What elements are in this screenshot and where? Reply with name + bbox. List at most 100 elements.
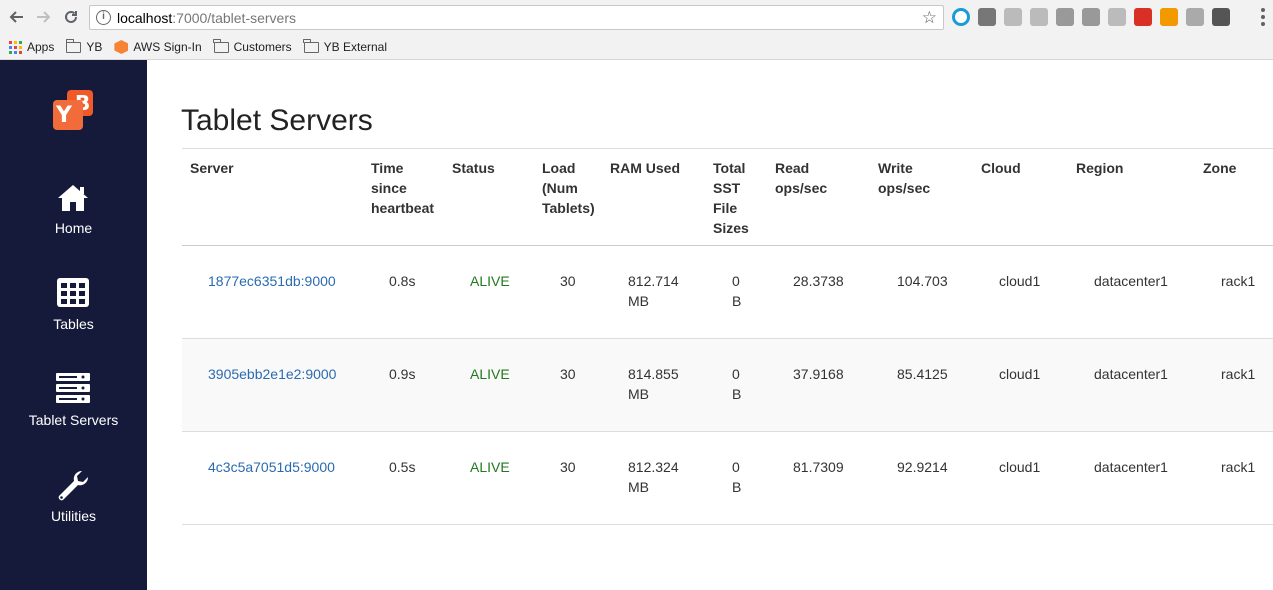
- column-header-time-since-heartbeat[interactable]: Time since heartbeat: [371, 158, 434, 218]
- bookmark-yb[interactable]: YB: [65, 38, 103, 54]
- write-ops-cell: 92.9214: [897, 459, 948, 475]
- extension-icon[interactable]: [1134, 8, 1152, 26]
- write-ops-cell: 85.4125: [897, 366, 948, 382]
- bookmark-star-icon[interactable]: ☆: [921, 8, 937, 27]
- extension-icon[interactable]: [1056, 8, 1074, 26]
- bookmark-customers[interactable]: Customers: [213, 38, 292, 54]
- header-line: RAM Used: [610, 160, 681, 176]
- read-ops-cell: 37.9168: [793, 366, 844, 382]
- folder-icon: [213, 38, 229, 53]
- header-line: since: [371, 180, 407, 196]
- yugabyte-logo[interactable]: B Y: [53, 90, 97, 130]
- extension-icon[interactable]: [1212, 8, 1230, 26]
- ram-cell-line: 814.855: [628, 366, 679, 382]
- sst-cell-line: 0: [732, 273, 740, 289]
- sst-cell-line: B: [732, 293, 742, 309]
- column-header-region[interactable]: Region: [1076, 158, 1123, 178]
- back-button[interactable]: [7, 7, 27, 27]
- ram-cell: 814.855 MB: [628, 364, 679, 404]
- zone-cell: rack1: [1221, 366, 1256, 382]
- bookmark-yb-external[interactable]: YB External: [303, 38, 387, 54]
- extension-icon[interactable]: [1108, 8, 1126, 26]
- reload-button[interactable]: [61, 7, 81, 27]
- header-line: SST: [713, 180, 741, 196]
- ram-cell-line: MB: [628, 293, 649, 309]
- server-link[interactable]: 1877ec6351db:9000: [208, 273, 336, 289]
- sidebar-item-label: Utilities: [50, 508, 97, 524]
- sidebar-item-tables[interactable]: Tables: [0, 276, 147, 356]
- ram-cell-line: 812.324: [628, 459, 679, 475]
- sst-cell-line: 0: [732, 459, 740, 475]
- header-line: Server: [190, 160, 234, 176]
- column-header-status[interactable]: Status: [452, 158, 495, 178]
- page-title: Tablet Servers: [181, 104, 373, 137]
- sidebar-item-label: Tables: [53, 316, 94, 332]
- sidebar-item-tablet-servers[interactable]: Tablet Servers: [0, 372, 147, 452]
- table-row: 1877ec6351db:9000 0.8s ALIVE 30 812.714 MB 0 B 2…: [182, 246, 1273, 339]
- back-arrow-icon: [9, 11, 23, 23]
- extension-icon[interactable]: [978, 8, 996, 26]
- heartbeat-cell: 0.5s: [389, 459, 416, 475]
- extension-icon[interactable]: [1030, 8, 1048, 26]
- bookmark-aws-sign-in[interactable]: AWS Sign-In: [114, 40, 202, 54]
- header-line: heartbeat: [371, 200, 435, 216]
- cloud-cell: cloud1: [999, 273, 1041, 289]
- header-line: Zone: [1203, 160, 1237, 176]
- bookmark-label: Apps: [27, 40, 55, 54]
- column-header-load[interactable]: Load (Num Tablets): [542, 158, 595, 218]
- column-header-server[interactable]: Server: [190, 158, 234, 178]
- region-cell: datacenter1: [1094, 273, 1168, 289]
- extension-icon[interactable]: [952, 8, 970, 26]
- sidebar-item-home[interactable]: Home: [0, 180, 147, 260]
- extension-icon[interactable]: [1082, 8, 1100, 26]
- heartbeat-cell: 0.8s: [389, 273, 416, 289]
- server-link[interactable]: 3905ebb2e1e2:9000: [208, 366, 337, 382]
- column-header-read-ops[interactable]: Read ops/sec: [775, 158, 827, 198]
- address-bar[interactable]: i localhost:7000/tablet-servers ☆: [89, 5, 944, 30]
- table-row: 3905ebb2e1e2:9000 0.9s ALIVE 30 814.855 MB 0 B 3…: [182, 339, 1273, 432]
- table-header: Server Time since heartbeat Status Load (Num Ta…: [182, 148, 1273, 246]
- extension-icon[interactable]: [1186, 8, 1204, 26]
- url-text[interactable]: localhost:7000/tablet-servers: [117, 10, 296, 26]
- column-header-total-sst-file-sizes[interactable]: Total SST File Sizes: [713, 158, 749, 238]
- region-cell: datacenter1: [1094, 366, 1168, 382]
- column-header-zone[interactable]: Zone: [1203, 158, 1236, 178]
- sidebar-item-label: Home: [54, 220, 93, 236]
- aws-cube-icon: [114, 40, 129, 54]
- folder-icon: [65, 38, 82, 53]
- table-icon: [57, 278, 89, 307]
- header-line: Total: [713, 160, 746, 176]
- sidebar-item-utilities[interactable]: Utilities: [0, 468, 147, 548]
- info-icon[interactable]: i: [96, 10, 111, 25]
- heartbeat-cell: 0.9s: [389, 366, 416, 382]
- header-line: File: [713, 200, 738, 216]
- load-cell: 30: [560, 366, 576, 382]
- column-header-cloud[interactable]: Cloud: [981, 158, 1021, 178]
- header-line: Cloud: [981, 160, 1021, 176]
- column-header-ram-used[interactable]: RAM Used: [610, 158, 680, 178]
- bookmark-label: YB: [86, 40, 103, 54]
- header-line: Tablets): [542, 200, 595, 216]
- extensions-bar: [952, 8, 1230, 28]
- sst-cell-line: 0: [732, 366, 740, 382]
- browser-chrome: i localhost:7000/tablet-servers ☆ Apps Y…: [0, 0, 1273, 60]
- tablet-servers-table: Server Time since heartbeat Status Load (Num Ta…: [182, 148, 1273, 525]
- browser-menu-icon[interactable]: [1258, 7, 1268, 27]
- sst-cell-line: B: [732, 386, 742, 402]
- column-header-write-ops[interactable]: Write ops/sec: [878, 158, 930, 198]
- extension-icon[interactable]: [1160, 8, 1178, 26]
- header-line: Status: [452, 160, 495, 176]
- zone-cell: rack1: [1221, 459, 1256, 475]
- server-link[interactable]: 4c3c5a7051d5:9000: [208, 459, 335, 475]
- extension-icon[interactable]: [1004, 8, 1022, 26]
- header-line: Time: [371, 160, 404, 176]
- forward-button[interactable]: [33, 7, 53, 27]
- header-line: Write: [878, 160, 913, 176]
- bookmark-label: AWS Sign-In: [133, 40, 202, 54]
- ram-cell: 812.324 MB: [628, 457, 679, 497]
- region-cell: datacenter1: [1094, 459, 1168, 475]
- bookmark-apps[interactable]: Apps: [9, 40, 54, 54]
- header-line: ops/sec: [878, 180, 931, 196]
